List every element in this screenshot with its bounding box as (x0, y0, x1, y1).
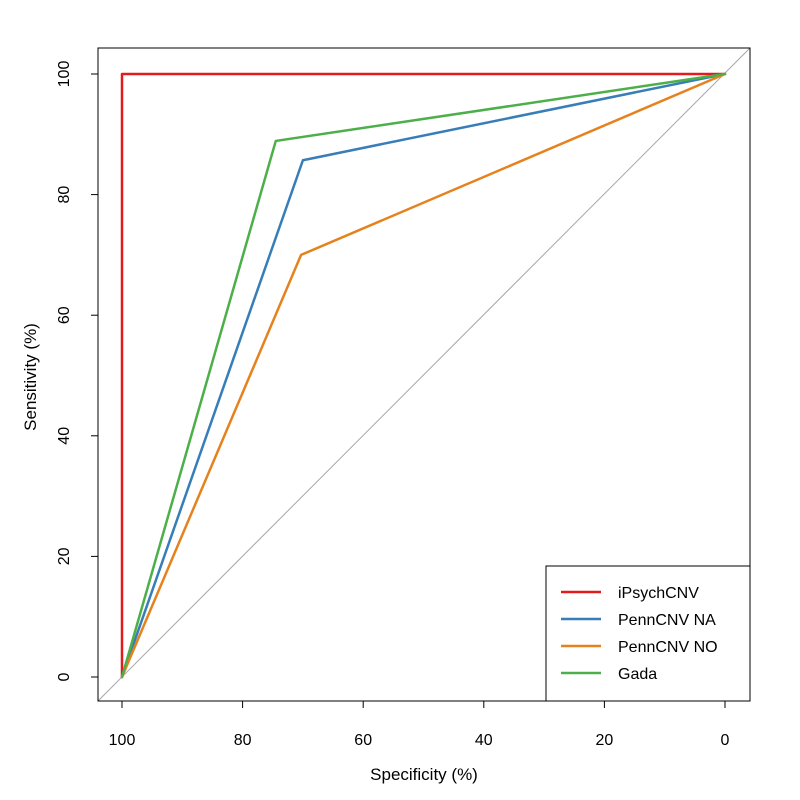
legend-label: PennCNV NO (618, 639, 718, 656)
y-tick-label: 60 (56, 306, 73, 324)
diagonal-reference-line (97, 47, 751, 702)
y-tick-label: 100 (56, 61, 73, 88)
series-line-penncnv-na (120, 72, 727, 679)
y-tick-label: 80 (56, 186, 73, 204)
legend-label: PennCNV NA (618, 612, 716, 629)
series-line-ipsychcnv (120, 72, 727, 679)
diagonal-layer (97, 47, 751, 702)
x-tick-label: 0 (721, 732, 730, 749)
series-line-gada (120, 72, 727, 679)
y-tick-label: 20 (56, 547, 73, 565)
x-axis-title: Specificity (%) (370, 765, 478, 784)
legend-box (545, 565, 751, 702)
legend-label: Gada (618, 666, 657, 683)
y-axis-title: Sensitivity (%) (21, 323, 40, 431)
x-tick-label: 100 (109, 732, 136, 749)
y-axis: 0 20 40 60 80 100 (56, 61, 99, 681)
y-tick-label: 40 (56, 427, 73, 445)
legend-label: iPsychCNV (618, 585, 699, 602)
series-layer (120, 72, 727, 679)
x-tick-label: 80 (234, 732, 252, 749)
x-tick-label: 20 (596, 732, 614, 749)
series-line-penncnv-no (120, 72, 727, 679)
x-tick-label: 60 (354, 732, 372, 749)
legend: iPsychCNV PennCNV NA PennCNV NO Gada (545, 565, 751, 702)
x-tick-label: 40 (475, 732, 493, 749)
y-tick-label: 0 (56, 672, 73, 681)
